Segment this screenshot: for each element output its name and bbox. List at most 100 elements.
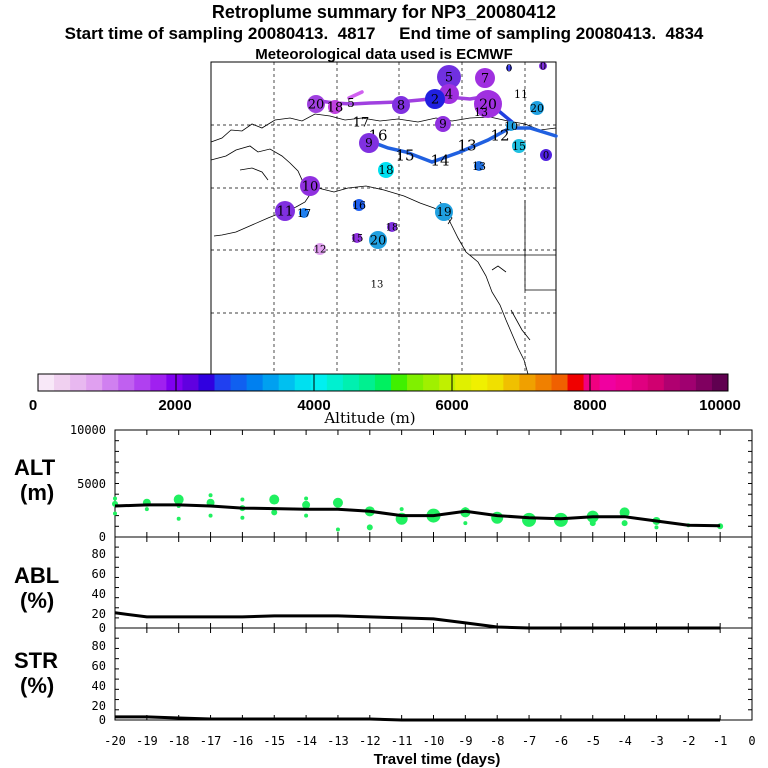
map-cluster-dot xyxy=(314,243,326,255)
x-tick-label: -20 xyxy=(104,734,126,748)
alt-mean-line xyxy=(114,503,721,528)
colorbar-cell xyxy=(214,374,232,391)
map-cluster-dot xyxy=(359,133,379,153)
alt-point xyxy=(332,497,343,508)
colorbar-cell xyxy=(54,374,71,391)
map-cluster-label: 20 xyxy=(308,98,325,113)
map-cluster-dot xyxy=(437,65,461,89)
colorbar-cell xyxy=(487,374,504,391)
x-tick-label: 0 xyxy=(748,734,755,748)
map-cluster-dot xyxy=(512,139,526,153)
x-tick-label: -3 xyxy=(649,734,663,748)
alt-tick-5000: 5000 xyxy=(77,477,106,491)
map-cluster-label: 9 xyxy=(365,136,373,150)
colorbar-cell xyxy=(70,374,87,391)
map-cluster-dot xyxy=(475,68,495,88)
colorbar-cell xyxy=(342,374,360,391)
colorbar-cell xyxy=(663,374,681,391)
alt-point xyxy=(240,515,245,520)
map-cluster-label: 5 xyxy=(347,96,355,110)
colorbar-cell xyxy=(519,374,536,391)
map-cluster-label: 18 xyxy=(378,163,393,177)
abl-tick-20: 20 xyxy=(92,607,106,621)
colorbar-cell xyxy=(262,374,280,391)
map-cluster-dot xyxy=(328,100,342,114)
alt-point xyxy=(304,496,309,501)
map-cluster-label: 18 xyxy=(386,223,399,234)
abl-frame xyxy=(114,536,753,629)
map-cluster-label: 15 xyxy=(351,234,364,245)
map-cluster-dot xyxy=(540,149,552,161)
abl-tick-0: 0 xyxy=(99,621,106,635)
colorbar-cell xyxy=(166,374,183,391)
colorbar-cell xyxy=(198,374,216,391)
map-cluster-dot xyxy=(387,222,397,232)
colorbar-cell xyxy=(455,374,472,391)
map-cluster-dot xyxy=(474,161,484,171)
x-tick-label: -18 xyxy=(168,734,190,748)
colorbar-cell xyxy=(294,374,312,391)
colorbar-cell xyxy=(326,374,344,391)
abl-tick-60: 60 xyxy=(92,567,106,581)
alt-point xyxy=(304,513,309,518)
alt-point xyxy=(271,509,278,516)
colorbar-tick-0: 0 xyxy=(29,397,37,414)
alt-point xyxy=(654,525,659,530)
colorbar: 0 2000 4000 6000 8000 10000 Altitude (m) xyxy=(29,373,741,427)
alt-point xyxy=(463,521,468,526)
alt-label: ALT xyxy=(14,455,56,480)
colorbar-tick-6000: 6000 xyxy=(435,397,468,414)
colorbar-cell xyxy=(391,374,408,391)
colorbar-cell xyxy=(439,374,456,391)
alt-point xyxy=(399,507,404,512)
map-cluster-dot xyxy=(506,121,516,131)
alt-point xyxy=(113,496,117,501)
map-cluster-label: 12 xyxy=(314,245,327,256)
map-cluster-label: 18 xyxy=(327,101,344,116)
str-label: STR xyxy=(14,648,58,673)
abl-tick-40: 40 xyxy=(92,587,106,601)
x-tick-label: -6 xyxy=(554,734,568,748)
x-tick-label: -5 xyxy=(586,734,600,748)
colorbar-cell xyxy=(310,374,328,391)
abl-unit: (%) xyxy=(20,588,54,613)
colorbar-cell xyxy=(711,374,729,391)
x-tick-label: -11 xyxy=(391,734,413,748)
x-tick-label: -19 xyxy=(136,734,158,748)
colorbar-cell xyxy=(150,374,167,391)
abl-panel: 80 60 40 20 0 xyxy=(92,536,753,635)
alt-point xyxy=(335,527,340,532)
map-cluster-label: 19 xyxy=(436,205,451,219)
alt-point xyxy=(619,507,630,518)
alt-tick-10000: 10000 xyxy=(70,423,106,437)
str-unit: (%) xyxy=(20,673,54,698)
colorbar-cell xyxy=(182,374,199,391)
coastline xyxy=(210,113,557,375)
map-cluster-dot xyxy=(530,101,544,115)
colorbar-cell xyxy=(647,374,665,391)
map-frame xyxy=(210,61,557,375)
map-cluster-label: 14 xyxy=(430,151,449,169)
map-cluster-label: 11 xyxy=(514,88,528,101)
colorbar-cell xyxy=(503,374,520,391)
colorbar-cell xyxy=(615,374,633,391)
map-cluster-label: 17 xyxy=(297,207,311,220)
map-cluster-label: 12 xyxy=(490,126,509,144)
alt-panel: 10000 5000 0 xyxy=(70,423,753,544)
map-cluster-dot xyxy=(539,62,547,70)
colorbar-cell xyxy=(134,374,151,391)
map-cluster-label: 8 xyxy=(397,99,405,114)
map-cluster-dot xyxy=(353,199,365,211)
str-frame xyxy=(114,627,753,721)
colorbar-cell xyxy=(118,374,135,391)
colorbar-cell xyxy=(551,374,569,391)
map-cluster-dot xyxy=(506,65,512,71)
map-cluster-dot xyxy=(275,201,295,221)
map-cluster-label: 20 xyxy=(479,97,497,113)
map-cluster-label: 15 xyxy=(395,146,414,164)
colorbar-cell xyxy=(471,374,488,391)
map-cluster-label: 2 xyxy=(431,93,439,108)
map-cluster-label: 13 xyxy=(472,160,486,173)
